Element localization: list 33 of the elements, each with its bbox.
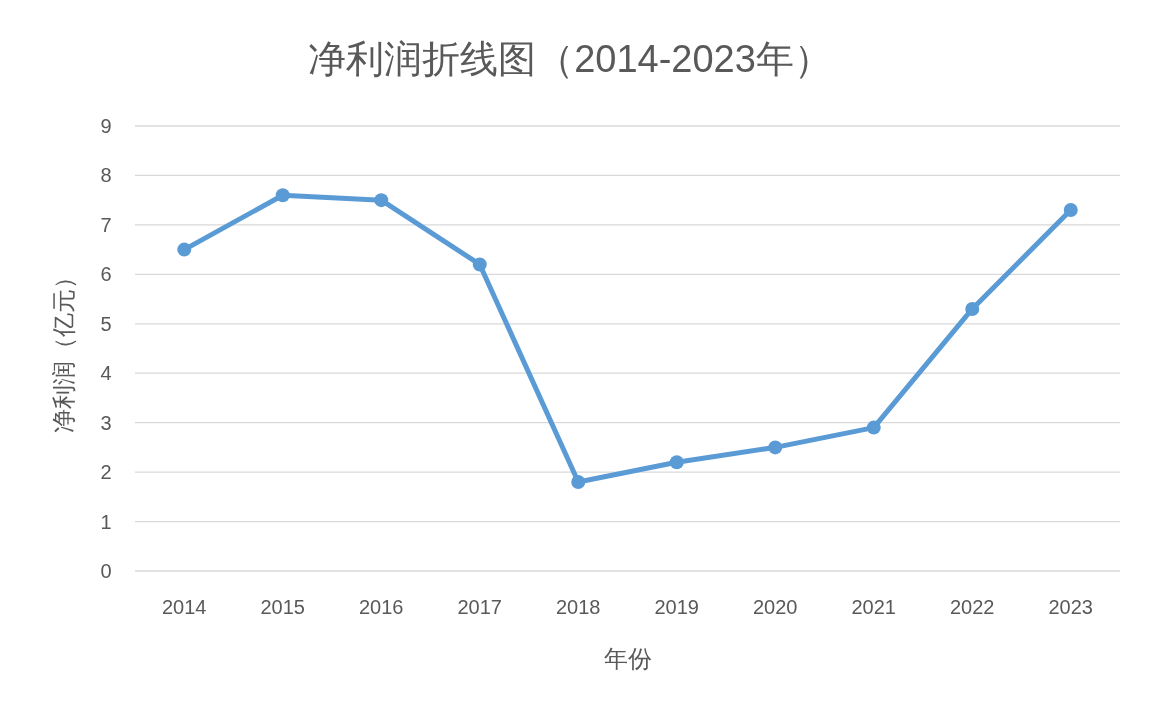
x-axis-title: 年份 bbox=[604, 645, 652, 672]
point bbox=[275, 188, 290, 203]
x-tick-label: 2019 bbox=[654, 596, 699, 618]
point bbox=[1063, 203, 1078, 218]
point bbox=[177, 242, 192, 257]
y-tick-label: 9 bbox=[100, 115, 112, 137]
x-tick-label: 2023 bbox=[1048, 596, 1093, 618]
y-tick-label: 6 bbox=[100, 263, 112, 286]
x-tick-label: 2015 bbox=[260, 596, 305, 618]
x-tick-label: 2018 bbox=[556, 596, 601, 618]
y-tick-label: 0 bbox=[100, 560, 112, 582]
y-tick-label: 4 bbox=[100, 362, 112, 385]
point bbox=[965, 301, 980, 316]
y-axis-title: 净利润（亿元） bbox=[50, 264, 77, 433]
chart-title: 净利润折线图（2014-2023年） bbox=[308, 38, 832, 80]
y-tick-label: 5 bbox=[100, 312, 112, 335]
x-tick-label: 2017 bbox=[457, 596, 502, 618]
point bbox=[374, 193, 389, 208]
point bbox=[571, 475, 586, 489]
x-tick-label: 2014 bbox=[162, 596, 207, 618]
y-tick-label: 7 bbox=[100, 213, 112, 236]
y-tick-label: 3 bbox=[100, 411, 112, 434]
x-tick-label: 2022 bbox=[950, 596, 995, 618]
y-tick-label: 8 bbox=[100, 164, 112, 187]
point bbox=[472, 257, 487, 272]
y-tick-label: 2 bbox=[100, 461, 112, 484]
x-tick-label: 2021 bbox=[851, 596, 896, 618]
point bbox=[669, 455, 684, 470]
x-tick-label: 2020 bbox=[753, 596, 798, 618]
point bbox=[768, 440, 783, 455]
x-tick-label: 2016 bbox=[359, 596, 404, 618]
y-tick-label: 1 bbox=[100, 510, 112, 533]
point bbox=[866, 420, 881, 435]
